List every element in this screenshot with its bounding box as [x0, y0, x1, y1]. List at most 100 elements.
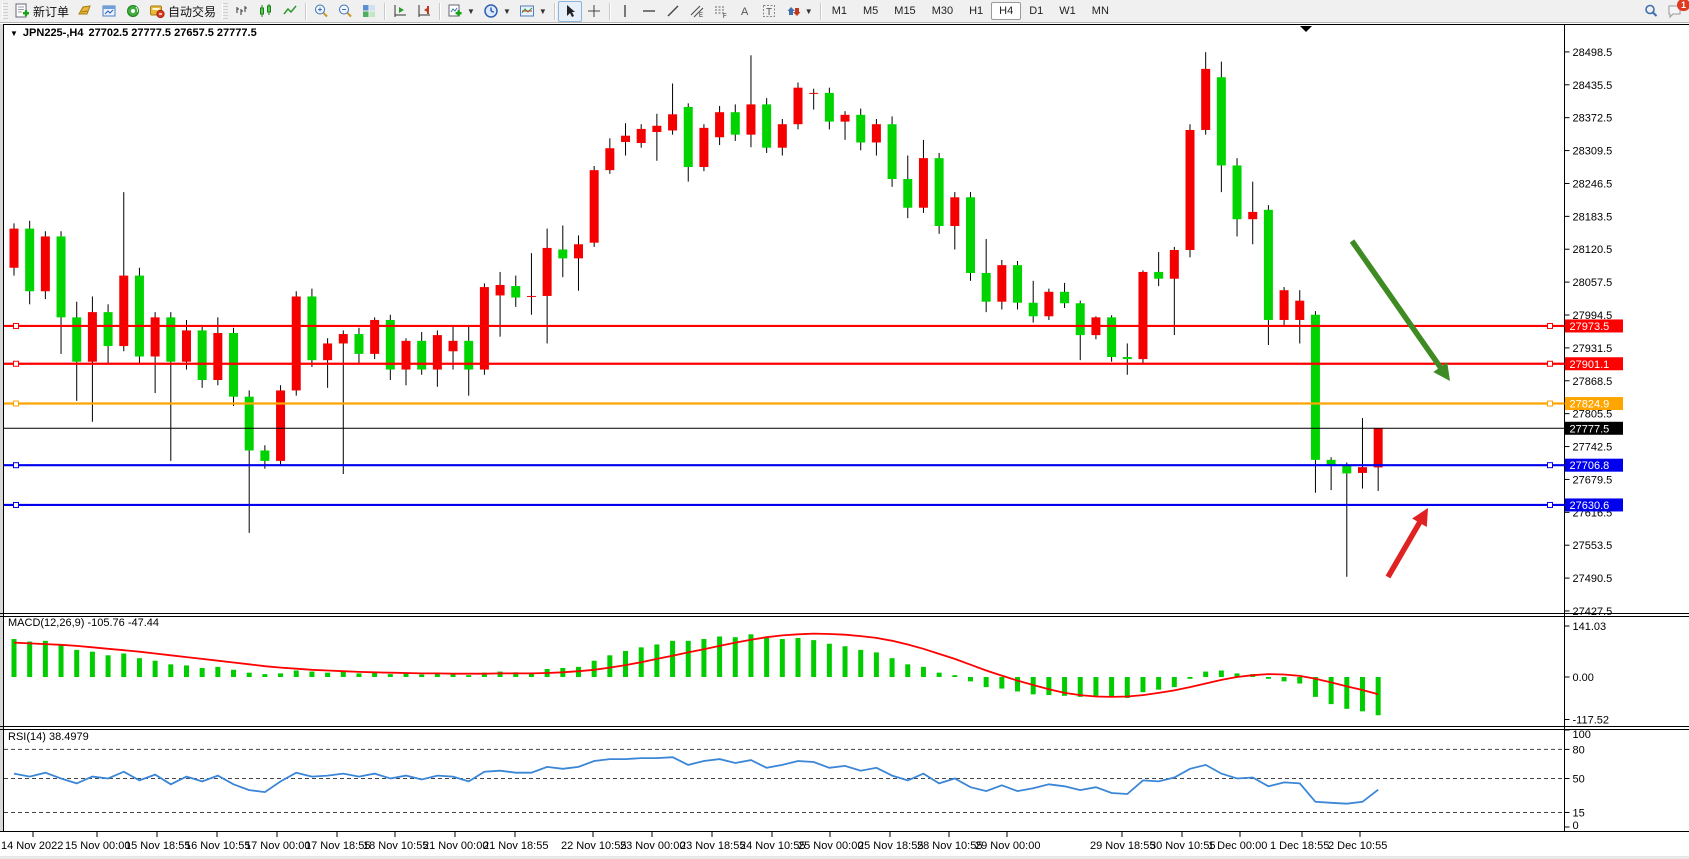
channel-tool-button[interactable]: E — [685, 1, 709, 22]
svg-text:14 Nov 2022: 14 Nov 2022 — [1, 840, 63, 852]
svg-text:100: 100 — [1573, 729, 1591, 741]
tf-d1-button[interactable]: D1 — [1029, 5, 1044, 17]
series-end-marker-icon — [1300, 26, 1312, 32]
svg-text:24 Nov 10:55: 24 Nov 10:55 — [740, 840, 805, 852]
svg-text:27868.5: 27868.5 — [1573, 376, 1613, 388]
svg-text:27901.1: 27901.1 — [1570, 359, 1610, 371]
svg-text:29 Nov 18:55: 29 Nov 18:55 — [1090, 840, 1155, 852]
new-order-button[interactable]: 新订单 — [10, 1, 73, 22]
svg-text:23 Nov 18:55: 23 Nov 18:55 — [680, 840, 745, 852]
tf-m5-button[interactable]: M5 — [863, 5, 879, 17]
toolbar-separator — [439, 2, 441, 20]
tf-m30-button[interactable]: M30 — [931, 5, 954, 17]
text-label-tool-button[interactable]: T — [757, 1, 781, 22]
tf-h1-button[interactable]: H1 — [969, 5, 984, 17]
crosshair-tool-button[interactable] — [582, 1, 606, 22]
crosshair-icon — [587, 5, 600, 17]
svg-text:27805.5: 27805.5 — [1573, 409, 1613, 421]
svg-text:28372.5: 28372.5 — [1573, 113, 1613, 125]
svg-text:28057.5: 28057.5 — [1573, 277, 1613, 289]
svg-text:27931.5: 27931.5 — [1573, 343, 1613, 355]
svg-text:0: 0 — [1573, 820, 1579, 832]
chart-title-collapse-icon[interactable]: ▼ — [10, 28, 18, 38]
price-line[interactable]: 27901.1 — [4, 357, 1623, 371]
svg-text:28498.5: 28498.5 — [1573, 47, 1613, 59]
vertical-line-tool-button[interactable] — [613, 1, 637, 22]
svg-text:80: 80 — [1573, 744, 1585, 756]
market-watch-icon — [78, 5, 91, 15]
svg-text:50: 50 — [1573, 774, 1585, 786]
bar-chart-icon — [236, 6, 248, 15]
svg-text:21 Nov 18:55: 21 Nov 18:55 — [483, 840, 548, 852]
toolbar-grip — [2, 3, 8, 19]
tile-windows-button[interactable] — [357, 1, 381, 22]
zoom-out-button[interactable] — [333, 1, 357, 22]
trendline-tool-button[interactable] — [661, 1, 685, 22]
strategy-tester-button[interactable] — [121, 1, 145, 22]
new-chart-button[interactable]: ▼ — [443, 1, 479, 22]
chart-shift-icon — [394, 5, 407, 17]
drawn-arrows[interactable] — [1349, 239, 1450, 579]
svg-text:27973.5: 27973.5 — [1570, 321, 1610, 333]
svg-text:27824.9: 27824.9 — [1570, 399, 1610, 411]
toolbar-separator — [384, 2, 386, 20]
svg-text:27777.5: 27777.5 — [1570, 423, 1610, 435]
notifications-button[interactable]: 1 — [1667, 0, 1689, 19]
cursor-icon — [566, 5, 575, 17]
price-line[interactable]: 27706.8 — [4, 458, 1623, 473]
svg-text:28183.5: 28183.5 — [1573, 211, 1613, 223]
horizontal-line-icon — [642, 10, 655, 12]
period-button[interactable]: ▼ — [479, 1, 515, 22]
tf-w1-button[interactable]: W1 — [1059, 5, 1076, 17]
price-axis[interactable]: 28498.5 28435.5 28372.5 28309.5 28246.5 28183… — [1564, 47, 1613, 618]
horizontal-line-tool-button[interactable] — [637, 1, 661, 22]
svg-text:29 Nov 00:00: 29 Nov 00:00 — [975, 840, 1040, 852]
price-line[interactable]: 27824.9 — [4, 397, 1623, 411]
svg-text:21 Nov 00:00: 21 Nov 00:00 — [423, 840, 488, 852]
auto-trading-icon — [150, 5, 165, 19]
candlestick-chart-button[interactable] — [254, 1, 278, 22]
svg-text:1 Dec 00:00: 1 Dec 00:00 — [1208, 840, 1267, 852]
market-watch-button[interactable] — [73, 1, 97, 22]
toolbar-separator — [305, 2, 307, 20]
chart-title: ▼ JPN225-,H4 27702.5 27777.5 27657.5 277… — [10, 27, 257, 39]
svg-text:27490.5: 27490.5 — [1573, 573, 1613, 585]
text-tool-button[interactable]: A — [733, 1, 757, 22]
line-chart-button[interactable] — [278, 1, 302, 22]
price-line[interactable]: 27630.6 — [4, 498, 1623, 512]
auto-trading-button[interactable]: 自动交易 — [145, 1, 220, 22]
svg-text:15 Nov 18:55: 15 Nov 18:55 — [125, 840, 190, 852]
svg-text:F: F — [723, 14, 727, 19]
tf-m15-button[interactable]: M15 — [894, 5, 916, 17]
search-button[interactable] — [1643, 3, 1659, 19]
auto-scroll-icon — [418, 5, 431, 17]
price-line[interactable]: 27973.5 — [4, 319, 1623, 333]
auto-scroll-button[interactable] — [412, 1, 436, 22]
arrows-tool-button[interactable]: ▼ — [781, 1, 817, 22]
search-icon — [1645, 4, 1658, 17]
cursor-tool-button[interactable] — [557, 0, 582, 22]
tf-h4-button[interactable]: H4 — [991, 2, 1022, 20]
macd-indicator-label: MACD(12,26,9) -105.76 -47.44 — [8, 617, 160, 629]
text-icon: A — [741, 6, 749, 18]
svg-text:27427.5: 27427.5 — [1573, 606, 1613, 618]
fibonacci-tool-button[interactable]: F — [709, 1, 733, 22]
auto-trading-label: 自动交易 — [168, 4, 217, 19]
template-button[interactable]: ▼ — [515, 1, 551, 22]
bar-chart-button[interactable] — [230, 1, 254, 22]
svg-text:23 Nov 00:00: 23 Nov 00:00 — [620, 840, 685, 852]
zoom-in-button[interactable] — [309, 1, 333, 22]
new-order-icon — [15, 3, 29, 18]
text-label-icon: T — [762, 5, 775, 18]
svg-text:28 Nov 10:55: 28 Nov 10:55 — [917, 840, 982, 852]
svg-text:27679.5: 27679.5 — [1573, 474, 1613, 486]
tf-mn-button[interactable]: MN — [1091, 5, 1109, 17]
svg-text:28309.5: 28309.5 — [1573, 146, 1613, 158]
timeframe-toolbar: M1 M5 M15 M30 H1 H4 D1 W1 MN — [824, 2, 1117, 20]
tf-m1-button[interactable]: M1 — [831, 5, 847, 17]
data-window-button[interactable] — [97, 1, 121, 22]
chart-shift-button[interactable] — [388, 1, 412, 22]
new-order-label: 新订单 — [33, 4, 70, 19]
